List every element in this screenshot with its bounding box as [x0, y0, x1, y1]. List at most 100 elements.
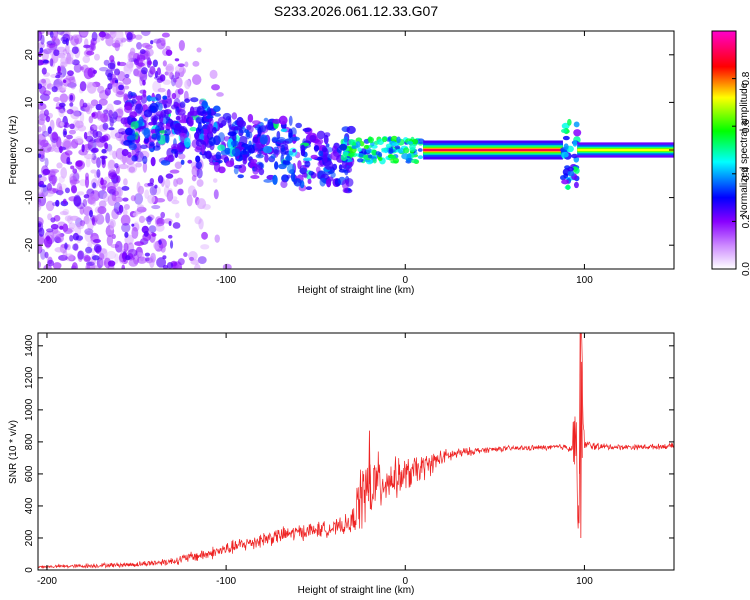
heatmap-blob [92, 182, 97, 189]
heatmap-blob [171, 92, 177, 100]
heatmap-blob [313, 145, 320, 152]
heatmap-blob [133, 221, 140, 230]
heatmap-blob [47, 126, 52, 135]
heatmap-blob [112, 82, 119, 94]
y-tick-label: 400 [24, 497, 35, 514]
heatmap-blob [152, 59, 158, 68]
heatmap-blob [123, 178, 128, 186]
heatmap-blob [72, 168, 78, 174]
heatmap-blob [73, 110, 82, 117]
heatmap-blob [120, 154, 129, 163]
heatmap-blob [108, 159, 115, 169]
heatmap-blob [120, 214, 131, 226]
heatmap-blob [161, 32, 170, 38]
heatmap-blob [309, 134, 317, 142]
heatmap-blob [308, 170, 315, 176]
heatmap-blob [49, 58, 54, 67]
heatmap-blob [123, 242, 129, 252]
heatmap-blob [71, 140, 79, 146]
snr-y-axis-label: SNR (10 * v/v) [8, 420, 19, 484]
heatmap-blob [58, 102, 66, 108]
heatmap-blob [38, 139, 44, 151]
snr-line-series [38, 333, 674, 569]
heatmap-blob [68, 129, 76, 135]
heatmap-blob [152, 117, 157, 125]
heatmap-blob [109, 116, 114, 127]
heatmap-blob [39, 47, 44, 54]
heatmap-blob [70, 165, 75, 170]
heatmap-blob [217, 116, 227, 127]
heatmap-blob [278, 115, 288, 125]
heatmap-blob [178, 39, 185, 51]
heatmap-blob [212, 126, 217, 134]
heatmap-blob [304, 160, 311, 168]
heatmap-blob [101, 185, 107, 191]
heatmap-blob [139, 252, 145, 262]
heatmap-blob [112, 42, 121, 48]
heatmap-blob [39, 184, 47, 188]
heatmap-blob [339, 143, 348, 151]
heatmap-blob [177, 153, 186, 160]
heatmap-blob [59, 145, 63, 154]
heatmap-blob [160, 37, 166, 44]
heatmap-blob [325, 143, 330, 148]
heatmap-blob [206, 107, 212, 117]
heatmap-blob [292, 148, 297, 153]
colorbar-ticks: 0.0 0.2 0.4 0.6 0.8 [732, 71, 750, 276]
y-tick-label: 800 [24, 433, 35, 450]
heatmap-blob [257, 126, 262, 137]
heatmap-blob [54, 247, 65, 253]
heatmap-blob [561, 151, 569, 158]
heatmap-blob [225, 115, 232, 123]
heatmap-blob [89, 209, 93, 218]
heatmap-blob [42, 78, 51, 90]
heatmap-blob [107, 83, 113, 90]
heatmap-blob [142, 79, 146, 86]
heatmap-blob [85, 157, 91, 168]
heatmap-blob [79, 206, 85, 215]
heatmap-blob [46, 228, 54, 233]
heatmap-blob [195, 116, 205, 124]
heatmap-blob [196, 179, 204, 187]
heatmap-blob [75, 160, 83, 167]
heatmap-blob [183, 137, 191, 148]
heatmap-blob [90, 169, 97, 174]
heatmap-blob [76, 221, 85, 230]
heatmap-blob [38, 59, 44, 66]
heatmap-blob [95, 103, 103, 111]
heatmap-blob [40, 248, 46, 260]
heatmap-blob [177, 88, 184, 95]
heatmap-blob [134, 103, 144, 114]
heatmap-blob [106, 181, 116, 191]
heatmap-blob [259, 134, 268, 145]
heatmap-blob [94, 53, 100, 61]
heatmap-blob [104, 87, 111, 96]
heatmap-blob [72, 172, 80, 182]
heatmap-blob [282, 140, 290, 145]
heatmap-blob [126, 31, 133, 41]
heatmap-blob [262, 145, 273, 154]
heatmap-blob [163, 109, 169, 119]
heatmap-blob [565, 184, 571, 191]
heatmap-blob [91, 216, 96, 226]
heatmap-blob [326, 177, 332, 188]
heatmap-blob [69, 78, 77, 90]
heatmap-blob [293, 178, 302, 187]
heatmap-blob [87, 140, 94, 149]
heatmap-blob [56, 72, 63, 76]
heatmap-blob [57, 86, 67, 91]
heatmap-blob [305, 186, 313, 191]
heatmap-blob [124, 231, 129, 238]
heatmap-blob [286, 163, 295, 175]
heatmap-blob [284, 144, 289, 151]
heatmap-blob [115, 91, 125, 98]
heatmap-blob [149, 141, 155, 147]
x-tick-label: 0 [402, 576, 408, 587]
heatmap-blob [52, 262, 62, 269]
heatmap-blob [155, 198, 166, 203]
heatmap-blob [99, 67, 109, 72]
heatmap-blob [134, 193, 144, 205]
heatmap-blob [45, 200, 55, 212]
heatmap-blob [107, 31, 116, 35]
heatmap-blob [44, 157, 49, 168]
